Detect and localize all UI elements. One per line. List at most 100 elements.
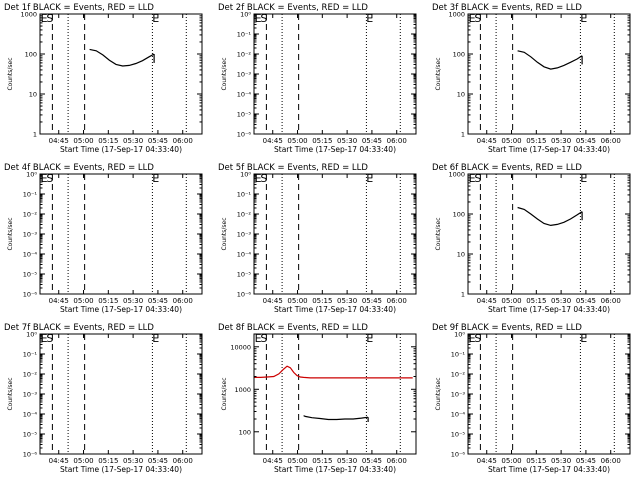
plot-frame <box>39 173 203 295</box>
y-tick-label: 10⁻¹ <box>237 31 252 39</box>
y-tick-label: 10⁻⁶ <box>451 451 466 459</box>
y-tick-label: 100 <box>453 51 465 59</box>
x-tick-label: 04:45 <box>477 457 497 465</box>
chart-panel-6: Det 6f BLACK = Events, RED = LLD 04:45 05:… <box>432 163 631 314</box>
event-marker-label: S <box>46 172 53 185</box>
chart-title: Det 8f BLACK = Events, RED = LLD <box>218 323 368 333</box>
y-axis-label: Counts/sec <box>221 57 228 90</box>
x-tick-label: 04:45 <box>49 137 69 145</box>
x-tick-label: 05:15 <box>98 297 118 305</box>
y-tick-label: 10⁰ <box>240 171 251 179</box>
chart-panel-9: Det 9f BLACK = Events, RED = LLD 04:45 05:… <box>432 323 631 474</box>
x-tick-label: 05:30 <box>337 457 357 465</box>
x-tick-label: 04:45 <box>263 457 283 465</box>
x-axis-label: Start Time (17-Sep-17 04:33:40) <box>60 465 182 474</box>
chart-title: Det 4f BLACK = Events, RED = LLD <box>4 163 154 173</box>
chart-title: Det 3f BLACK = Events, RED = LLD <box>432 3 582 13</box>
events-series-line <box>517 50 583 70</box>
x-tick-label: 05:30 <box>551 297 571 305</box>
events-series-line <box>89 48 155 67</box>
x-tick-label: 06:00 <box>173 457 193 465</box>
x-tick-label: 05:00 <box>73 457 93 465</box>
x-tick-label: 05:30 <box>123 137 143 145</box>
x-tick-label: 05:30 <box>337 297 357 305</box>
x-tick-label: 05:00 <box>501 457 521 465</box>
y-tick-label: 10 <box>29 91 37 99</box>
x-tick-label: 05:00 <box>501 297 521 305</box>
event-marker-label: E <box>152 332 159 345</box>
x-tick-label: 05:15 <box>312 137 332 145</box>
event-marker-label: E <box>366 12 373 25</box>
x-tick-label: 05:00 <box>287 457 307 465</box>
x-tick-label: 05:30 <box>123 457 143 465</box>
y-tick-label: 10⁻⁶ <box>23 291 38 299</box>
event-marker-label: E <box>152 172 159 185</box>
y-tick-label: 1000 <box>448 171 465 179</box>
y-tick-label: 10⁻³ <box>451 391 466 399</box>
y-tick-label: 100 <box>25 51 37 59</box>
y-tick-label: 10⁻¹ <box>23 351 38 359</box>
x-tick-label: 05:45 <box>148 137 168 145</box>
plot-frame <box>253 333 417 455</box>
x-tick-label: 05:15 <box>526 137 546 145</box>
x-tick-label: 06:00 <box>387 137 407 145</box>
x-axis-label: Start Time (17-Sep-17 04:33:40) <box>274 465 396 474</box>
x-tick-label: 06:00 <box>601 457 621 465</box>
x-tick-label: 05:30 <box>123 297 143 305</box>
y-tick-label: 10⁻³ <box>237 231 252 239</box>
x-tick-label: 05:45 <box>576 137 596 145</box>
x-tick-label: 06:00 <box>601 297 621 305</box>
x-tick-label: 05:00 <box>501 137 521 145</box>
x-tick-label: 05:45 <box>362 137 382 145</box>
y-axis-label: Counts/sec <box>7 217 14 250</box>
y-tick-label: 10⁻⁴ <box>237 91 252 99</box>
y-tick-label: 10⁻⁵ <box>237 111 252 119</box>
x-tick-label: 04:45 <box>49 297 69 305</box>
event-marker-label: S <box>474 332 481 345</box>
y-tick-label: 10⁻² <box>23 211 38 219</box>
y-tick-label: 10⁻⁵ <box>237 271 252 279</box>
x-tick-label: 05:30 <box>551 137 571 145</box>
event-marker-label: E <box>580 332 587 345</box>
y-tick-label: 10⁻⁴ <box>237 251 252 259</box>
x-tick-label: 04:45 <box>477 137 497 145</box>
y-tick-label: 10 <box>457 91 465 99</box>
chart-panel-7: Det 7f BLACK = Events, RED = LLD 04:45 05:… <box>4 323 203 474</box>
y-axis-label: Counts/sec <box>221 377 228 410</box>
y-tick-label: 10⁻⁵ <box>23 271 38 279</box>
x-tick-label: 04:45 <box>477 297 497 305</box>
chart-panel-1: Det 1f BLACK = Events, RED = LLD 04:45 05:… <box>4 3 203 154</box>
x-tick-label: 05:00 <box>73 137 93 145</box>
y-tick-label: 10⁻⁴ <box>451 411 466 419</box>
plot-frame <box>39 333 203 455</box>
event-marker-label: E <box>255 172 262 185</box>
x-tick-label: 05:30 <box>551 457 571 465</box>
y-tick-label: 10⁻³ <box>237 71 252 79</box>
event-marker-label: E <box>469 172 476 185</box>
y-tick-label: 10⁻³ <box>23 391 38 399</box>
event-marker-label: S <box>474 172 481 185</box>
y-tick-label: 10⁻⁶ <box>237 131 252 139</box>
event-marker-label: E <box>255 332 262 345</box>
events-series-line <box>517 206 583 227</box>
x-tick-label: 06:00 <box>601 137 621 145</box>
event-marker-label: E <box>152 12 159 25</box>
y-tick-label: 10⁻⁴ <box>23 251 38 259</box>
x-tick-label: 05:45 <box>148 457 168 465</box>
x-tick-label: 05:45 <box>362 297 382 305</box>
chart-panel-8: Det 8f BLACK = Events, RED = LLD 04:45 05:… <box>218 323 417 474</box>
x-axis-label: Start Time (17-Sep-17 04:33:40) <box>488 465 610 474</box>
event-marker-label: S <box>260 332 267 345</box>
event-marker-label: E <box>469 332 476 345</box>
plot-frame <box>253 173 417 295</box>
x-tick-label: 05:15 <box>312 297 332 305</box>
x-tick-label: 05:00 <box>73 297 93 305</box>
y-axis-label: Counts/sec <box>7 377 14 410</box>
x-axis-label: Start Time (17-Sep-17 04:33:40) <box>488 305 610 314</box>
y-tick-label: 10⁰ <box>26 171 37 179</box>
y-tick-label: 10⁻³ <box>23 231 38 239</box>
x-tick-label: 05:45 <box>362 457 382 465</box>
plot-frame <box>467 173 631 295</box>
x-axis-label: Start Time (17-Sep-17 04:33:40) <box>488 145 610 154</box>
